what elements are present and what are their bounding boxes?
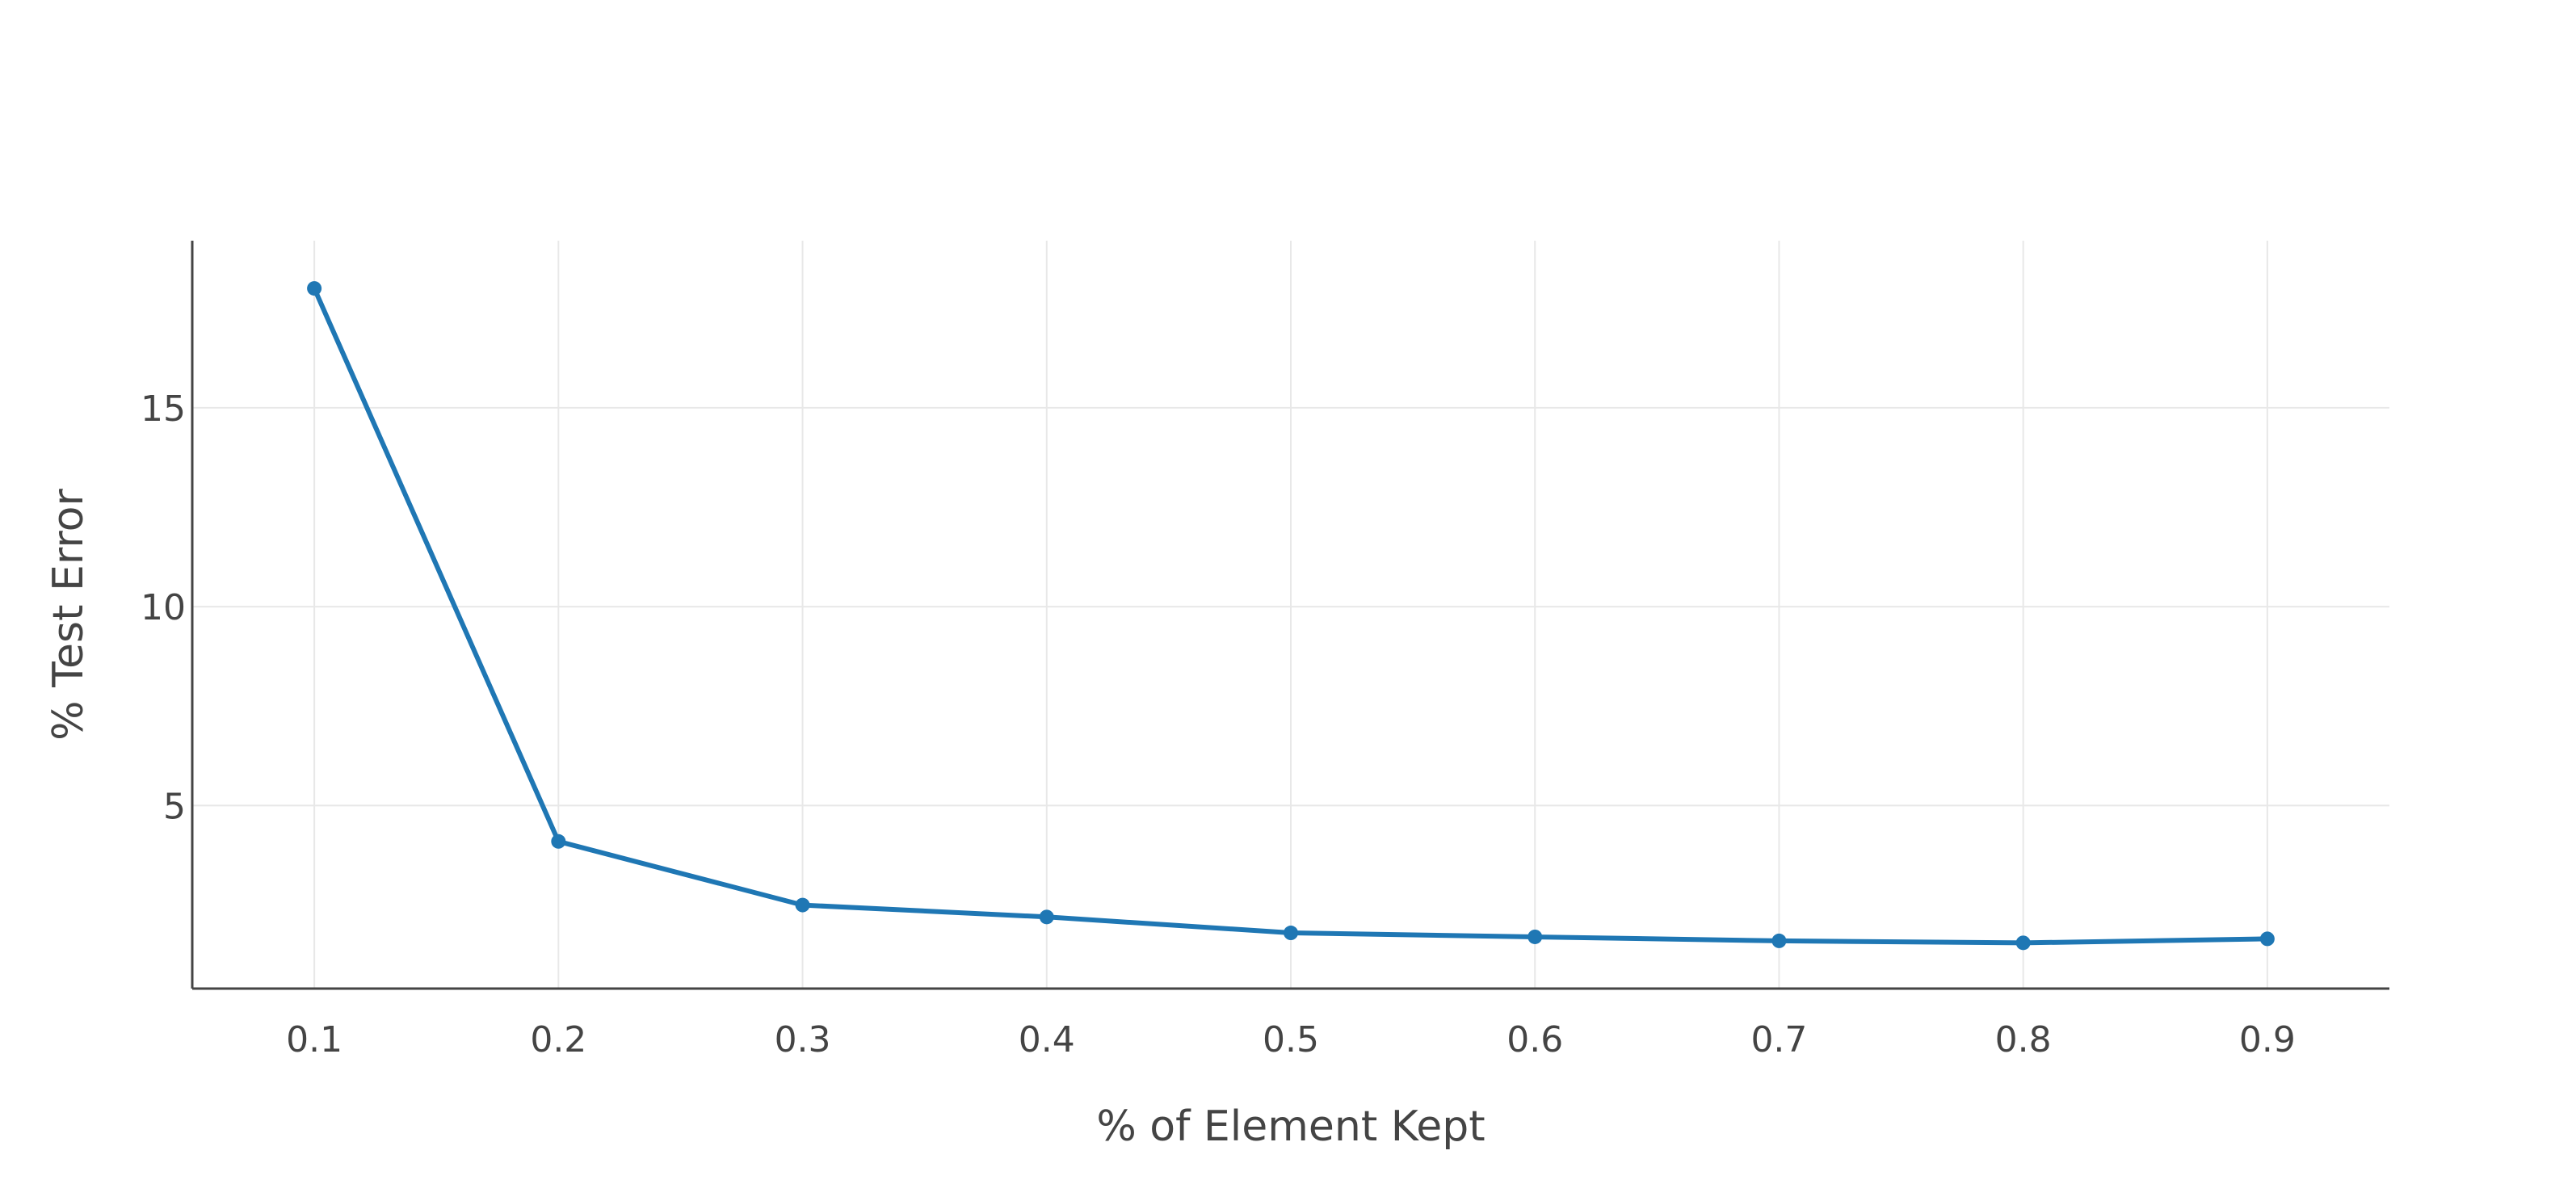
x-tick-label: 0.3 [775,1019,831,1060]
data-point [307,281,322,296]
y-tick-label: 5 [163,786,186,827]
data-point [2015,935,2031,951]
data-point [2259,931,2275,947]
data-point [795,897,810,913]
x-tick-label: 0.1 [286,1019,342,1060]
series-layer [307,281,2275,951]
x-tick-label: 0.2 [530,1019,586,1060]
data-point [1039,909,1054,925]
x-tick-label: 0.6 [1507,1019,1563,1060]
x-tick-label: 0.4 [1019,1019,1075,1060]
data-point [551,834,566,849]
data-point [1771,933,1787,948]
axes [191,241,2389,990]
x-tick-label: 0.9 [2239,1019,2296,1060]
x-tick-label: 0.7 [1750,1019,1807,1060]
y-tick-label: 10 [141,587,186,628]
y-tick-label: 15 [141,388,186,430]
y-axis-title: % Test Error [44,489,93,741]
x-axis-title: % of Element Kept [1096,1102,1485,1151]
x-tick-label: 0.5 [1263,1019,1319,1060]
x-tick-label: 0.8 [1995,1019,2052,1060]
tick-labels: 0.1 0.2 0.3 0.4 0.5 0.6 0.7 0.8 0.9 5 10 15 [141,388,2296,1060]
data-point [1284,926,1298,941]
data-point [1528,929,1543,944]
grid [192,241,2389,989]
